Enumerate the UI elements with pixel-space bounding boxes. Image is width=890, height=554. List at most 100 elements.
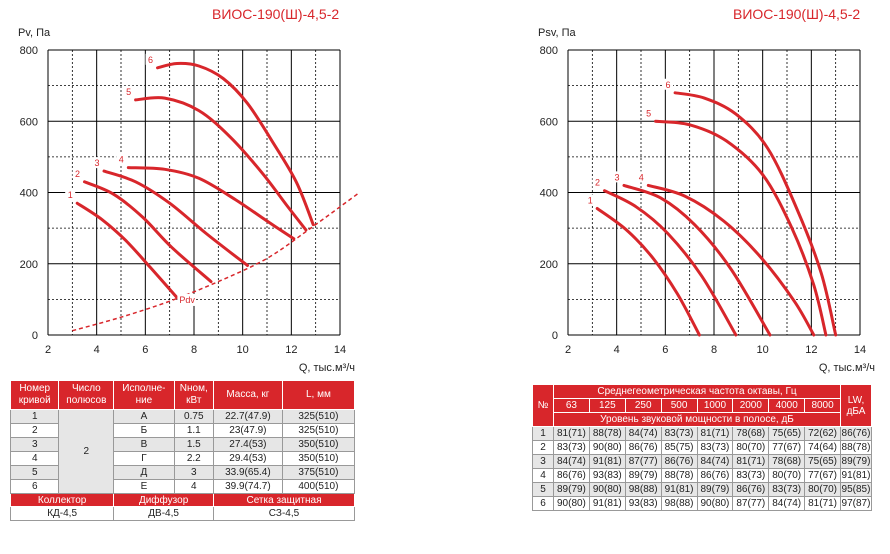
right-series-label: 4 <box>639 172 644 182</box>
left-x-tick: 10 <box>237 344 249 356</box>
freq-header: 4000 <box>768 398 806 413</box>
table-cell: В <box>113 437 175 452</box>
table-cell: 86(76) <box>553 468 590 483</box>
table-cell: 4 <box>173 479 214 494</box>
right-series-label: 2 <box>595 178 600 188</box>
table-cell: 86(76) <box>840 426 872 441</box>
accessory-header: Диффузор <box>113 493 214 507</box>
chart-title-left: ВИОС-190(Ш)-4,5-2 <box>212 6 340 22</box>
right-series-3 <box>622 183 772 337</box>
table-cell: Г <box>113 451 175 466</box>
left-x-tick: 4 <box>94 344 100 356</box>
left-x-tick: 6 <box>142 344 148 356</box>
spec-header-4: Масса, кг <box>212 380 283 410</box>
table-cell: 5 <box>532 482 554 497</box>
table-cell: 4 <box>9 451 60 466</box>
num-header: № <box>532 384 554 427</box>
accessory-header: Коллектор <box>9 493 115 507</box>
table-cell: 84(74) <box>624 426 662 441</box>
table-cell: 97(87) <box>840 496 872 511</box>
table-cell: 2 <box>532 440 554 455</box>
table-cell: 88(78) <box>660 468 698 483</box>
table-cell: 77(67) <box>768 440 806 455</box>
table-cell: 23(47.9) <box>212 423 283 438</box>
left-x-axis-label: Q, тыс.м³/ч <box>299 362 355 374</box>
table-cell: 83(73) <box>696 440 734 455</box>
right-y-tick: 800 <box>540 45 558 57</box>
right-x-tick: 14 <box>854 344 866 356</box>
left-x-tick: 8 <box>191 344 197 356</box>
right-series-4 <box>646 183 816 337</box>
table-cell: 75(65) <box>768 426 806 441</box>
freq-header: 125 <box>588 398 626 413</box>
table-cell: 87(77) <box>732 496 770 511</box>
right-series-label: 3 <box>614 172 619 182</box>
table-cell: Е <box>113 479 175 494</box>
left-y-tick: 200 <box>20 259 38 271</box>
table-cell: 91(81) <box>588 454 626 469</box>
table-row: 2 Б 1.1 23(47.9) 325(510) <box>9 423 356 438</box>
freq-group-header: Среднегеометрическая частота октавы, Гц <box>553 384 841 399</box>
table-cell: 6 <box>532 496 554 511</box>
right-x-tick: 8 <box>711 344 717 356</box>
freq-header: 8000 <box>804 398 841 413</box>
table-cell: 80(70) <box>732 440 770 455</box>
right-series-label-bg <box>636 171 647 183</box>
left-x-tick: 14 <box>334 344 346 356</box>
table-cell: 90(80) <box>588 482 626 497</box>
table-cell: 1 <box>9 409 60 424</box>
table-cell: 29.4(53) <box>212 451 283 466</box>
right-y-tick: 400 <box>540 188 558 200</box>
accessory-header-row: Коллектор Диффузор Сетка защитная <box>9 493 356 507</box>
table-cell: 325(510) <box>281 409 356 424</box>
left-series-label-bg <box>72 167 83 179</box>
table-cell: 87(77) <box>624 454 662 469</box>
table-cell: 91(81) <box>840 468 872 483</box>
right-x-axis-label: Q, тыс.м³/ч <box>819 362 875 374</box>
freq-header: 63 <box>553 398 590 413</box>
left-series-label-bg <box>116 153 127 165</box>
table-cell: 78(68) <box>732 426 770 441</box>
table-cell: 3 <box>9 437 60 452</box>
table-cell: 77(67) <box>804 468 841 483</box>
table-cell: 84(74) <box>553 454 590 469</box>
table-cell: 81(71) <box>553 426 590 441</box>
right-series-label: 5 <box>646 108 651 118</box>
table-cell: 89(79) <box>624 468 662 483</box>
left-series-2 <box>83 180 213 284</box>
right-series-label-bg <box>663 78 674 90</box>
table-cell: 83(73) <box>660 426 698 441</box>
table-row: 3 84(74) 91(81) 87(77) 86(76) 84(74) 81(71) 78(… <box>532 454 872 469</box>
right-series-label-bg <box>611 171 622 183</box>
table-cell: 83(73) <box>553 440 590 455</box>
left-series-label-bg <box>145 53 156 65</box>
table-cell: 88(78) <box>840 440 872 455</box>
table-cell: 90(80) <box>588 440 626 455</box>
table-cell: 350(510) <box>281 451 356 466</box>
table-cell: 350(510) <box>281 437 356 452</box>
right-series-2 <box>603 189 738 337</box>
left-series-1 <box>75 201 179 300</box>
right-y-tick: 600 <box>540 116 558 128</box>
table-cell: А <box>113 409 175 424</box>
table-cell: 93(83) <box>624 496 662 511</box>
table-cell: 85(75) <box>660 440 698 455</box>
left-series-4 <box>126 166 296 241</box>
freq-header: 250 <box>624 398 662 413</box>
table-cell: 89(79) <box>840 454 872 469</box>
accessory-value: СЗ-4,5 <box>212 506 356 521</box>
table-cell: 95(85) <box>840 482 872 497</box>
table-cell: 2.2 <box>173 451 214 466</box>
left-x-tick: 12 <box>285 344 297 356</box>
table-row: 1 81(71) 88(78) 84(74) 83(73) 81(71) 78(68) 75(… <box>532 426 872 441</box>
table-cell: 86(76) <box>660 454 698 469</box>
spec-header-0: Номер кривой <box>9 380 60 410</box>
table-row: 1 2 А 0.75 22.7(47.9) 325(510) <box>9 409 356 494</box>
table-cell: 81(71) <box>732 454 770 469</box>
left-pdv-label-bg <box>177 293 196 306</box>
table-cell: 33.9(65.4) <box>212 465 283 480</box>
table-cell: 5 <box>9 465 60 480</box>
left-x-tick: 2 <box>45 344 51 356</box>
table-cell: 84(74) <box>696 454 734 469</box>
table-cell: 27.4(53) <box>212 437 283 452</box>
